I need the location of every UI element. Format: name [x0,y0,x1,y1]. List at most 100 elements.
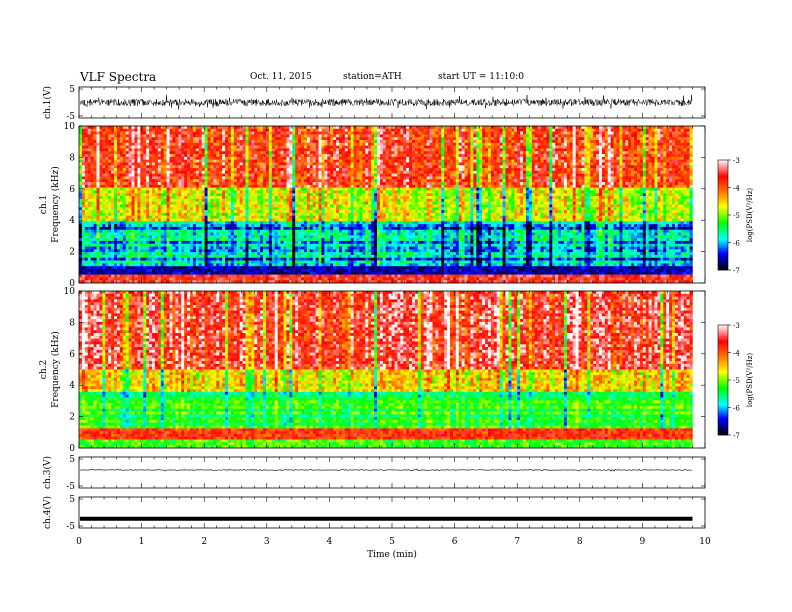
spectrogram-cell [97,129,100,132]
spectrogram-cell [240,134,243,137]
spectrogram-cell [555,132,558,135]
spectrogram-cell [450,134,453,137]
spectrogram-cell [231,129,234,132]
spectrogram-cell [313,134,316,137]
spectrogram-cell [295,126,298,129]
spectrogram-cell [590,132,593,135]
spectrogram-cell [371,129,374,132]
spectrogram-cell [605,126,608,129]
spectrogram-cell [324,126,327,129]
spectrogram-cell [468,134,471,137]
spectrogram-cell [97,137,100,140]
spectrogram-cell [184,129,187,132]
spectrogram-cell [298,132,301,135]
spectrogram-cell [105,129,108,132]
spectrogram-cell [152,126,155,129]
spectrogram-cell [476,132,479,135]
spectrogram-cell [561,129,564,132]
spectrogram-cell [538,134,541,137]
spectrogram-cell [470,132,473,135]
spectrogram-cell [228,129,231,132]
spectrogram-cell [260,137,263,140]
spectrogram-cell [392,134,395,137]
spectrogram-cell [690,134,693,137]
y-tick-label: -5 [66,112,75,122]
spectrogram-cell [625,132,628,135]
spectrogram-cell [579,134,582,137]
spectrogram-cell [432,132,435,135]
spectrogram-cell [132,126,135,129]
spectrogram-cell [108,137,111,140]
spectrogram-cell [85,126,88,129]
spectrogram-cell [298,134,301,137]
spectrogram-cell [532,129,535,132]
spectrogram-cell [383,132,386,135]
spectrogram-cell [532,132,535,135]
spectrogram-cell [403,129,406,132]
spectrogram-cell [383,134,386,137]
spectrogram-cell [108,126,111,129]
spectrogram-cell [143,126,146,129]
spectrogram-cell [684,132,687,135]
spectrogram-cell [462,134,465,137]
spectrogram-cell [611,126,614,129]
spectrogram-cell [228,132,231,135]
spectrogram-cell [514,132,517,135]
spectrogram-cell [219,129,222,132]
spectrogram-cell [99,126,102,129]
spectrogram-cell [178,126,181,129]
spectrogram-cell [564,129,567,132]
spectrogram-cell [164,132,167,135]
spectrogram-cell [158,137,161,140]
spectrogram-cell [225,132,228,135]
spectrogram-cell [459,126,462,129]
spectrogram-cell [114,137,117,140]
spectrogram-cell [88,132,91,135]
spectrogram-cell [310,134,313,137]
spectrogram-cell [468,129,471,132]
spectrogram-cell [371,134,374,137]
spectrogram-cell [354,129,357,132]
spectrogram-cell [576,132,579,135]
spectrogram-cell [111,134,114,137]
spectrogram-cell [511,134,514,137]
spectrogram-cell [137,137,140,140]
spectrogram-cell [418,132,421,135]
spectrogram-cell [143,137,146,140]
spectrogram-cell [605,129,608,132]
spectrogram-cell [541,129,544,132]
spectrogram-cell [135,137,138,140]
spectrogram-cell [164,129,167,132]
spectrogram-cell [149,126,152,129]
spectrogram-cell [260,132,263,135]
spectrogram-cell [225,126,228,129]
spectrogram-cell [383,126,386,129]
spectrogram-cell [342,129,345,132]
spectrogram-cell [155,134,158,137]
spectrogram-cell [222,137,225,140]
spectrogram-cell [681,126,684,129]
spectrogram-cell [631,129,634,132]
spectrogram-cell [281,126,284,129]
spectrogram-cell [424,126,427,129]
spectrogram-cell [359,132,362,135]
spectrogram-cell [213,137,216,140]
y-tick-label: 5 [69,85,75,95]
spectrogram-cell [102,134,105,137]
spectrogram-cell [123,132,126,135]
spectrogram-cell [643,134,646,137]
spectrogram-cell [430,129,433,132]
spectrogram-cell [105,132,108,135]
spectrogram-cell [210,129,213,132]
spectrogram-cell [281,134,284,137]
spectrogram-cell [368,129,371,132]
spectrogram-cell [123,134,126,137]
spectrogram-cell [167,132,170,135]
spectrogram-cell [129,134,132,137]
spectrogram-cell [117,132,120,135]
spectrogram-cell [625,126,628,129]
spectrogram-cell [488,134,491,137]
spectrogram-cell [657,126,660,129]
spectrogram-cell [599,132,602,135]
spectrogram-cell [473,126,476,129]
